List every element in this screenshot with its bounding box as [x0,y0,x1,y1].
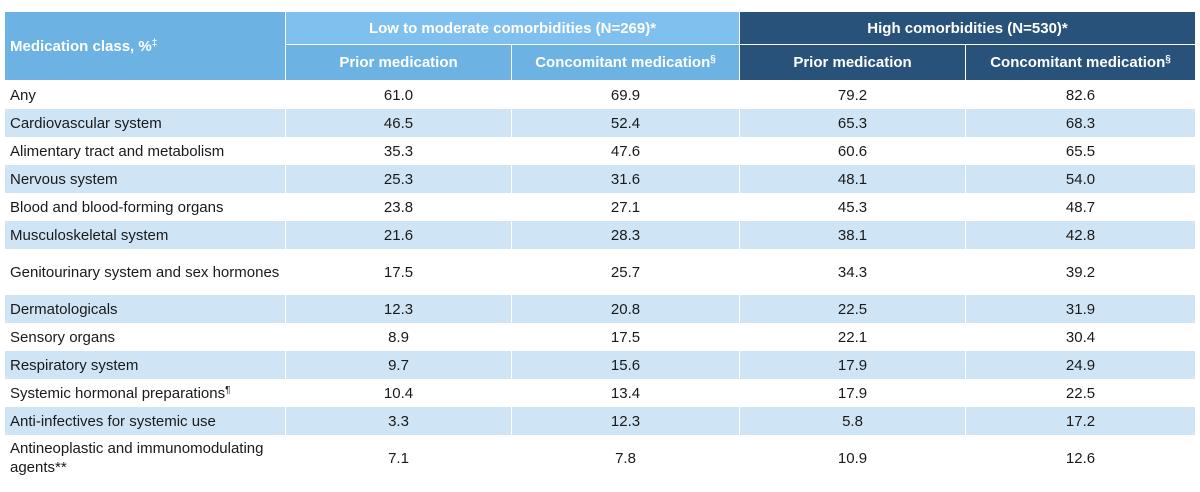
table-row: Alimentary tract and metabolism 35.3 47.… [4,137,1197,165]
row-label-text: Systemic hormonal preparations [10,384,226,402]
row-label: Cardiovascular system [4,109,286,137]
row-label: Musculoskeletal system [4,221,286,249]
cell-low-prior: 10.4 [285,379,512,407]
cell-high-prior: 17.9 [739,351,967,379]
row-label: Nervous system [4,165,286,193]
cell-high-prior: 17.9 [739,379,967,407]
table-row: Antineoplastic and immunomodulating agen… [4,435,1197,481]
medication-class-table: Medication class, %‡ Low to moderate com… [4,10,1197,481]
header-high-concomitant-sup: § [1165,54,1171,66]
cell-high-concomitant: 22.5 [965,379,1197,407]
cell-low-concomitant: 52.4 [510,109,741,137]
cell-high-concomitant: 54.0 [965,165,1197,193]
cell-low-prior: 46.5 [285,109,512,137]
cell-low-prior: 21.6 [285,221,512,249]
table-row: Respiratory system 9.7 15.6 17.9 24.9 [4,351,1197,379]
medication-table-container: Medication class, %‡ Low to moderate com… [4,10,1197,481]
cell-low-prior: 8.9 [285,323,512,351]
row-label: Dermatologicals [4,295,286,323]
header-low-moderate-group: Low to moderate comorbidities (N=269)* [284,10,741,46]
header-high-concomitant-label: Concomitant medication [990,54,1166,72]
header-row-groups: Medication class, %‡ Low to moderate com… [4,10,1197,81]
header-medication-class-sup: ‡ [151,37,158,49]
table-row: Musculoskeletal system 21.6 28.3 38.1 42… [4,221,1197,249]
cell-high-prior: 60.6 [739,137,967,165]
cell-high-concomitant: 68.3 [965,109,1197,137]
header-low-prior: Prior medication [285,44,512,81]
cell-high-prior: 22.1 [739,323,967,351]
row-label: Blood and blood-forming organs [4,193,286,221]
cell-high-concomitant: 39.2 [965,249,1197,295]
header-high-concomitant: Concomitant medication§ [965,44,1197,81]
cell-high-prior: 48.1 [739,165,967,193]
table-row: Sensory organs 8.9 17.5 22.1 30.4 [4,323,1197,351]
cell-high-concomitant: 12.6 [965,435,1197,481]
cell-high-prior: 79.2 [739,80,967,109]
cell-low-concomitant: 17.5 [510,323,741,351]
row-label-sup: ¶ [225,384,231,396]
cell-high-concomitant: 42.8 [965,221,1197,249]
table-row: Anti-infectives for systemic use 3.3 12.… [4,407,1197,435]
header-medication-class: Medication class, %‡ [4,11,286,81]
row-label: Any [4,80,286,109]
cell-high-prior: 38.1 [739,221,967,249]
cell-high-concomitant: 30.4 [965,323,1197,351]
table-row: Cardiovascular system 46.5 52.4 65.3 68.… [4,109,1197,137]
cell-low-prior: 3.3 [285,407,512,435]
cell-high-prior: 45.3 [739,193,967,221]
table-row: Nervous system 25.3 31.6 48.1 54.0 [4,165,1197,193]
header-high-prior: Prior medication [739,44,967,81]
cell-high-concomitant: 82.6 [965,80,1197,109]
cell-low-concomitant: 47.6 [510,137,741,165]
row-label: Systemic hormonal preparations¶ [4,379,286,407]
cell-low-prior: 35.3 [285,137,512,165]
cell-high-concomitant: 17.2 [965,407,1197,435]
cell-low-prior: 25.3 [285,165,512,193]
row-label: Respiratory system [4,351,286,379]
cell-high-prior: 65.3 [739,109,967,137]
header-low-concomitant-sup: § [710,54,716,66]
cell-low-prior: 23.8 [285,193,512,221]
cell-low-concomitant: 12.3 [510,407,741,435]
header-medication-class-label: Medication class, % [10,37,152,55]
row-label: Alimentary tract and metabolism [4,137,286,165]
cell-low-concomitant: 69.9 [510,80,741,109]
table-row: Genitourinary system and sex hormones 17… [4,249,1197,295]
cell-high-concomitant: 48.7 [965,193,1197,221]
row-label: Genitourinary system and sex hormones [4,249,286,295]
cell-high-prior: 5.8 [739,407,967,435]
cell-high-prior: 34.3 [739,249,967,295]
header-row-subcolumns: Prior medication Concomitant medication§… [5,44,1197,81]
cell-low-concomitant: 31.6 [510,165,741,193]
cell-low-prior: 12.3 [285,295,512,323]
cell-low-concomitant: 7.8 [510,435,741,481]
row-label: Antineoplastic and immunomodulating agen… [4,435,286,481]
cell-low-concomitant: 20.8 [510,295,741,323]
header-low-concomitant-label: Concomitant medication [535,54,711,72]
row-label: Anti-infectives for systemic use [4,407,286,435]
cell-low-concomitant: 27.1 [510,193,741,221]
table-row: Any 61.0 69.9 79.2 82.6 [4,80,1197,109]
cell-low-concomitant: 13.4 [510,379,741,407]
cell-high-concomitant: 31.9 [965,295,1197,323]
row-label: Sensory organs [4,323,286,351]
cell-low-prior: 7.1 [285,435,512,481]
header-high-group: High comorbidities (N=530)* [739,10,1197,46]
table-row: Dermatologicals 12.3 20.8 22.5 31.9 [4,295,1197,323]
table-row: Systemic hormonal preparations¶ 10.4 13.… [4,379,1197,407]
header-low-concomitant: Concomitant medication§ [510,44,741,81]
cell-low-prior: 17.5 [285,249,512,295]
cell-high-concomitant: 65.5 [965,137,1197,165]
cell-low-concomitant: 15.6 [510,351,741,379]
cell-low-concomitant: 25.7 [510,249,741,295]
cell-low-prior: 61.0 [285,80,512,109]
cell-low-concomitant: 28.3 [510,221,741,249]
cell-high-concomitant: 24.9 [965,351,1197,379]
cell-low-prior: 9.7 [285,351,512,379]
cell-high-prior: 22.5 [739,295,967,323]
table-row: Blood and blood-forming organs 23.8 27.1… [4,193,1197,221]
cell-high-prior: 10.9 [739,435,967,481]
